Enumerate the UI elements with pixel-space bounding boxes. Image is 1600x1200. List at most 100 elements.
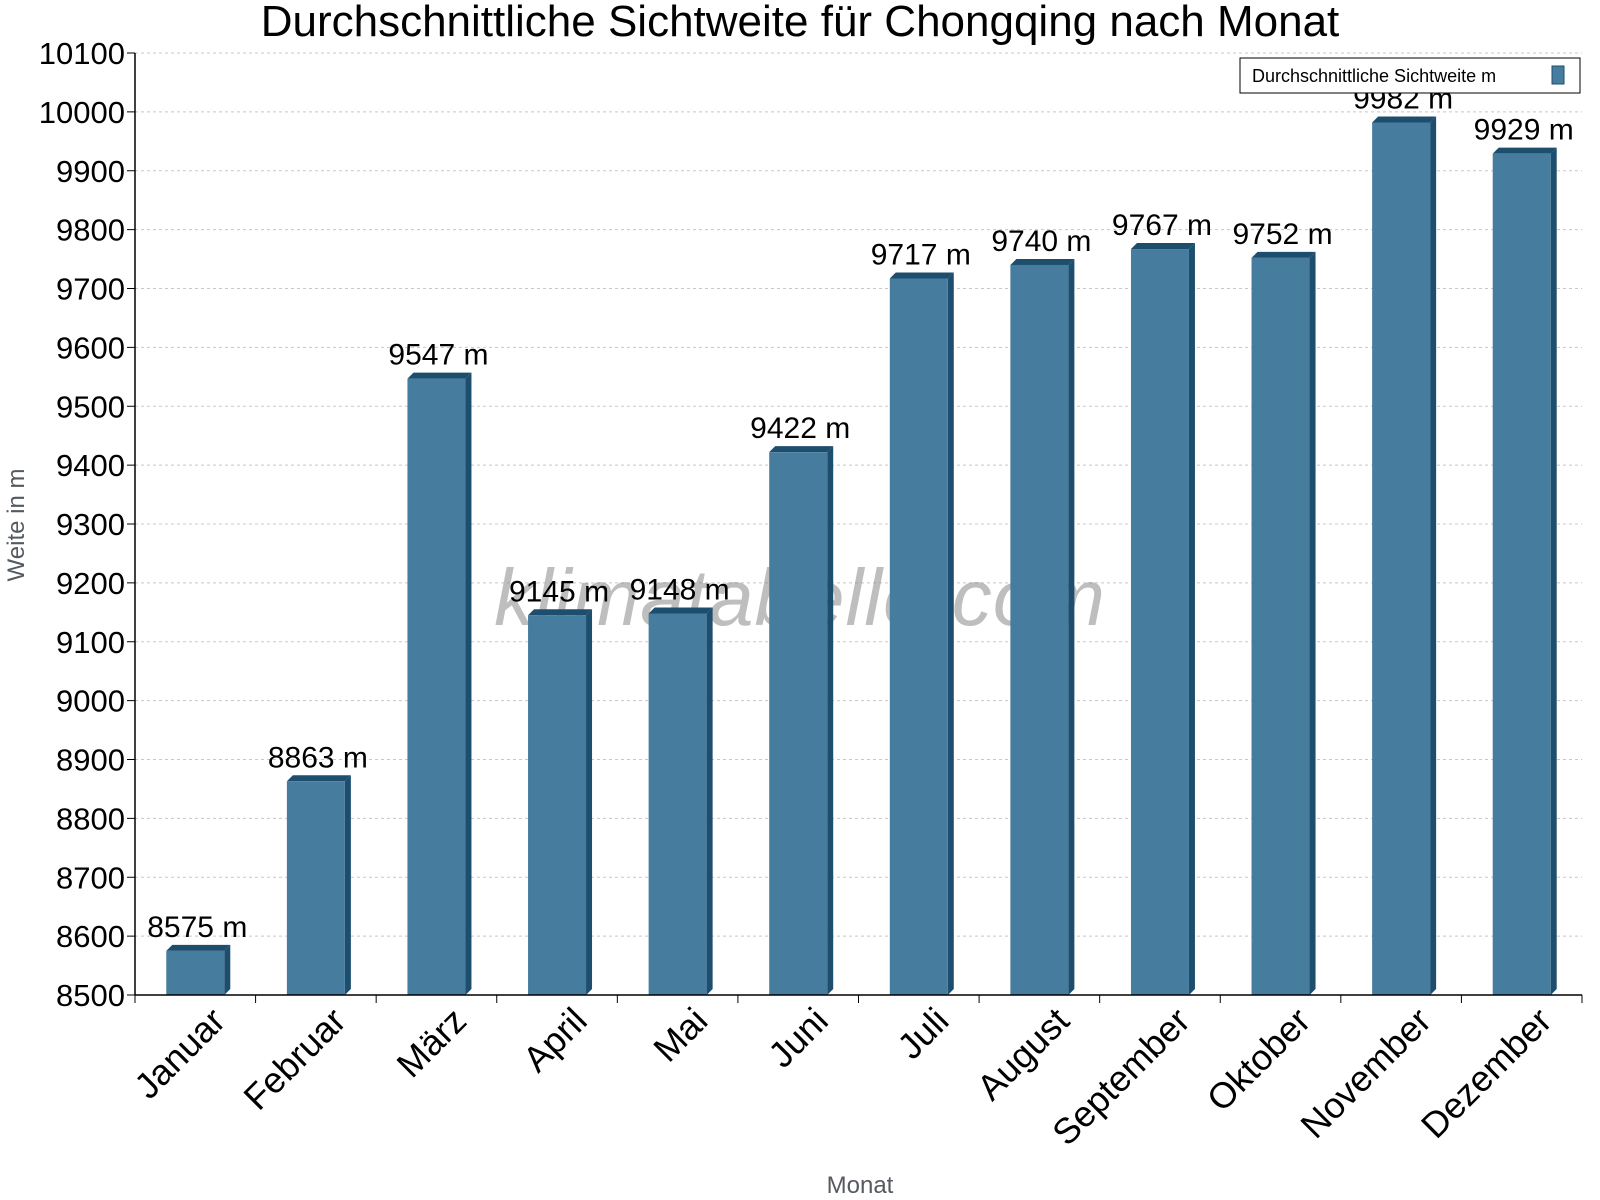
- bar-front: [769, 452, 828, 995]
- x-tick-label: März: [389, 1000, 475, 1086]
- x-tick-label: Mai: [645, 1000, 715, 1070]
- bar-side: [1068, 258, 1075, 995]
- x-tick-label: Dezember: [1413, 1000, 1559, 1146]
- bar-side: [1188, 243, 1195, 995]
- bar-front: [1010, 264, 1069, 995]
- bar-front: [286, 781, 345, 995]
- bar-april: [528, 609, 593, 995]
- bar-side: [465, 372, 472, 995]
- bar-side: [1550, 147, 1557, 995]
- y-tick-label: 9000: [56, 684, 125, 719]
- bar-front: [1372, 122, 1431, 995]
- bar-top: [889, 272, 954, 279]
- bar-juli: [889, 272, 954, 996]
- bar-märz: [407, 372, 472, 995]
- legend-box: [1239, 57, 1581, 94]
- grid-lines: [135, 52, 1582, 937]
- y-tick-label: 9100: [56, 625, 125, 660]
- x-tick-label: Januar: [126, 1000, 233, 1107]
- bar-side: [1430, 116, 1437, 995]
- bar-front: [166, 950, 225, 995]
- bar-front: [407, 378, 466, 995]
- y-tick-label: 8900: [56, 743, 125, 778]
- chart-title: Durchschnittliche Sichtweite für Chongqi…: [261, 0, 1340, 46]
- bars: [166, 116, 1557, 996]
- y-tick-label: 9800: [56, 213, 125, 248]
- y-tick-label: 8700: [56, 860, 125, 895]
- y-axis-label: Weite in m: [3, 469, 30, 582]
- bar-front: [648, 613, 707, 995]
- x-tick-label: August: [969, 1000, 1077, 1108]
- y-tick-label: 8800: [56, 801, 125, 836]
- value-label: 8863 m: [268, 741, 368, 774]
- x-tick-label: April: [515, 1000, 595, 1080]
- value-label: 9767 m: [1112, 209, 1212, 242]
- legend-swatch: [1551, 65, 1565, 85]
- value-label: 9145 m: [509, 575, 609, 608]
- x-tick-label: November: [1292, 1000, 1438, 1146]
- bar-top: [648, 607, 713, 614]
- y-tick-label: 8600: [56, 919, 125, 954]
- bar-front: [1130, 249, 1189, 995]
- bar-top: [769, 446, 834, 453]
- y-tick-label: 9700: [56, 272, 125, 307]
- bar-front: [1492, 153, 1551, 995]
- bar-front: [1251, 257, 1310, 995]
- bar-top: [1130, 243, 1195, 250]
- value-label: 9148 m: [630, 573, 730, 606]
- bar-februar: [286, 775, 351, 995]
- value-label: 8575 m: [147, 911, 247, 944]
- bar-side: [827, 446, 834, 995]
- y-tick-label: 9200: [56, 566, 125, 601]
- legend: Durchschnittliche Sichtweite m: [1239, 57, 1581, 94]
- bar-september: [1130, 243, 1195, 995]
- value-label: 9740 m: [991, 225, 1091, 258]
- bar-side: [947, 272, 954, 996]
- value-label: 9422 m: [750, 412, 850, 445]
- bar-side: [706, 607, 713, 995]
- y-tick-label: 9500: [56, 389, 125, 424]
- value-label: 9547 m: [388, 339, 488, 372]
- y-axis-ticks: 8500 8600 8700 8800 8900 9000 9100 9200 9300 9400…: [39, 36, 135, 1013]
- bar-top: [1010, 258, 1075, 265]
- y-tick-label: 8500: [56, 978, 125, 1013]
- y-tick-label: 9600: [56, 330, 125, 365]
- bar-mai: [648, 607, 713, 995]
- bar-august: [1010, 258, 1075, 995]
- x-tick-label: Juli: [889, 1000, 956, 1067]
- value-label: 9752 m: [1233, 218, 1333, 251]
- bar-front: [889, 278, 948, 996]
- bar-top: [1372, 116, 1437, 123]
- value-label: 9929 m: [1474, 114, 1574, 147]
- y-tick-label: 10000: [39, 95, 125, 130]
- bar-top: [407, 372, 472, 379]
- legend-label: Durchschnittliche Sichtweite m: [1252, 66, 1496, 86]
- value-label: 9717 m: [871, 238, 971, 271]
- bar-top: [1251, 251, 1316, 258]
- x-axis-ticks: Januar Februar März April Mai Juni Juli AugustS…: [126, 995, 1583, 1153]
- bar-top: [1492, 147, 1557, 154]
- bar-side: [224, 944, 231, 995]
- y-tick-label: 9400: [56, 448, 125, 483]
- x-axis-label: Monat: [827, 1172, 894, 1199]
- bar-november: [1372, 116, 1437, 995]
- y-tick-label: 9300: [56, 507, 125, 542]
- bar-januar: [166, 944, 231, 995]
- x-tick-label: Februar: [235, 1000, 353, 1118]
- y-tick-label: 10100: [39, 36, 125, 71]
- y-tick-label: 9900: [56, 154, 125, 189]
- bar-oktober: [1251, 251, 1316, 995]
- bar-top: [528, 609, 593, 616]
- value-labels: 8575 m 8863 m 9547 m 9145 m 9148 m 9422 m 9717…: [147, 82, 1573, 943]
- bar-top: [166, 944, 231, 951]
- bar-dezember: [1492, 147, 1557, 995]
- bar-front: [528, 615, 587, 995]
- bar-side: [586, 609, 593, 995]
- bar-top: [286, 775, 351, 782]
- x-tick-label: Oktober: [1199, 1000, 1319, 1120]
- bar-side: [1309, 251, 1316, 995]
- x-tick-label: Juni: [760, 1000, 836, 1076]
- bar-side: [344, 775, 351, 995]
- bar-juni: [769, 446, 834, 995]
